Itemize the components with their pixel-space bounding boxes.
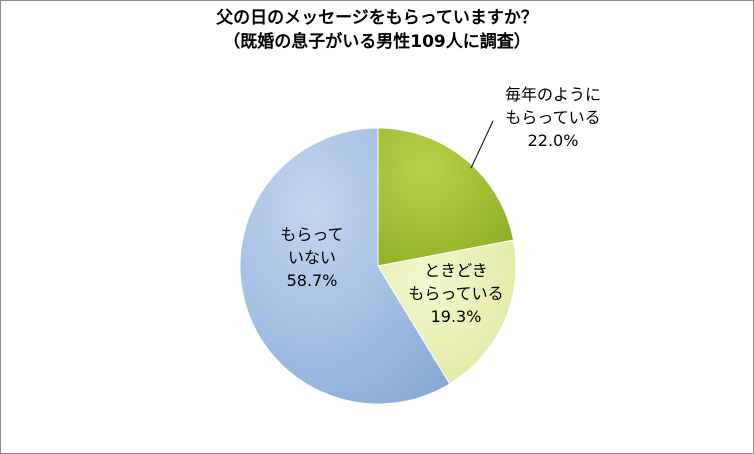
slice-category-label-2: いない bbox=[288, 248, 336, 267]
leader-line-0 bbox=[470, 120, 494, 169]
chart-title-block: 父の日のメッセージをもらっていますか？ （既婚の息子がいる男性109人に調査） bbox=[0, 6, 754, 54]
pie-slice-2 bbox=[239, 127, 451, 405]
slice-category-label-1: ときどき bbox=[424, 261, 488, 280]
pie-slice-0 bbox=[377, 127, 515, 267]
slice-value-label-1: 19.3% bbox=[431, 307, 482, 326]
slice-category-label-0: もらっている bbox=[505, 108, 600, 127]
chart-subtitle: （既婚の息子がいる男性109人に調査） bbox=[223, 32, 531, 52]
pie-slice-1 bbox=[377, 239, 517, 385]
slice-value-label-0: 22.0% bbox=[528, 131, 579, 150]
slice-category-label-1: もらっている bbox=[408, 284, 503, 303]
slice-category-label-2: もらって bbox=[280, 225, 343, 244]
chart-title: 父の日のメッセージをもらっていますか？ bbox=[216, 8, 538, 28]
slice-value-label-2: 58.7% bbox=[287, 271, 338, 290]
slice-category-label-0: 毎年のように bbox=[505, 85, 601, 104]
